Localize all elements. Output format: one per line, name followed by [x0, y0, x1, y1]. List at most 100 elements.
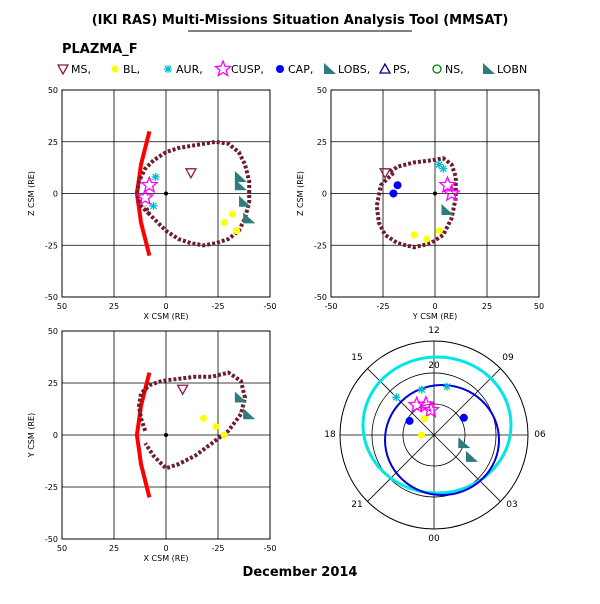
y-tick-label: -25: [45, 241, 58, 250]
polar-spoke: [433, 368, 501, 436]
y-tick-label: -25: [45, 483, 58, 492]
point-lobs: [243, 212, 256, 224]
auroral-oval-cyan: [361, 355, 513, 495]
y-axis-label: Z CSM (RE): [296, 171, 305, 216]
legend-label-ps: PS,: [393, 63, 410, 76]
polar-point-aur: [442, 382, 451, 391]
point-aur: [435, 160, 444, 169]
polar-point-lobs: [458, 437, 471, 449]
point-bl: [410, 231, 418, 239]
point-lobs: [234, 179, 247, 191]
x-axis-label: X CSM (RE): [144, 312, 189, 321]
polar-point-bl: [417, 431, 425, 439]
x-tick-label: 50: [57, 302, 67, 311]
polar-point-lobs: [465, 450, 478, 462]
x-tick-label: -50: [263, 302, 276, 311]
point-lobs: [234, 170, 247, 182]
x-tick-label: -25: [376, 302, 389, 311]
magnetopause-curve: [134, 130, 152, 257]
legend-label-lobs: LOBS,: [338, 63, 370, 76]
point-bl: [229, 210, 237, 218]
polar-point-aur: [417, 385, 426, 394]
legend-label-bl: BL,: [123, 63, 140, 76]
orbit-track: [374, 156, 458, 250]
x-tick-label: 0: [163, 302, 168, 311]
polar-point-cusp: [407, 395, 427, 414]
y-tick-label: 50: [48, 86, 58, 95]
earth-marker: [164, 433, 168, 437]
polar-spoke: [367, 434, 435, 502]
legend-marker-cusp: [213, 59, 233, 77]
y-tick-label: 50: [317, 86, 327, 95]
polar-point-cusp: [421, 400, 440, 419]
point-cusp: [442, 183, 461, 202]
y-tick-label: -50: [45, 535, 58, 544]
figure-title: (IKI RAS) Multi-Missions Situation Analy…: [92, 13, 509, 28]
mission-label: PLAZMA_F: [62, 42, 138, 57]
y-tick-label: 0: [53, 431, 58, 440]
y-tick-label: 50: [48, 327, 58, 336]
legend-marker-ps: [378, 62, 392, 74]
legend-label-aur: AUR,: [176, 63, 203, 76]
footer-date: December 2014: [243, 565, 358, 580]
point-lobs: [239, 195, 252, 207]
orbit-track: [136, 370, 248, 471]
y-axis-label: Y CSM (RE): [27, 413, 36, 458]
polar-tick-label: 09: [502, 353, 514, 363]
y-tick-label: 0: [322, 190, 327, 199]
polar-point-bl: [421, 415, 429, 423]
legend-label-cusp: CUSP,: [231, 63, 264, 76]
legend-label-ms: MS,: [71, 63, 91, 76]
x-tick-label: -25: [211, 544, 224, 553]
legend-marker-aur: [164, 65, 172, 73]
point-ms: [184, 168, 198, 180]
point-bl: [220, 431, 228, 439]
x-tick-label: -25: [211, 302, 224, 311]
polar-point-aur: [392, 393, 401, 402]
polar-tick-label: 00: [428, 534, 440, 544]
point-aur: [439, 164, 448, 173]
point-cusp: [135, 187, 155, 206]
point-cap: [393, 181, 402, 190]
magnetopause-curve: [134, 372, 152, 498]
point-bl: [435, 227, 443, 235]
earth-marker: [164, 191, 168, 196]
orbit-track: [134, 139, 252, 248]
panel-xz: 50 25 0 -25 -50 -50 -25 0 25 50 X CSM (RE) Z CSM (R…: [27, 86, 277, 321]
legend-marker-cap: [276, 65, 284, 73]
polar-tick-label: 21: [351, 500, 362, 510]
y-tick-label: 25: [317, 138, 327, 147]
y-tick-label: 25: [48, 138, 58, 147]
point-aur: [149, 201, 158, 210]
x-tick-label: 0: [432, 302, 437, 311]
legend: MS, BL, AUR, CUSP, CAP, LOBS, PS, NS, LOBN: [56, 59, 527, 77]
y-tick-label: -50: [314, 293, 327, 302]
x-tick-label: 50: [57, 544, 67, 553]
x-tick-label: 25: [109, 544, 119, 553]
polar-tick-label: 18: [324, 430, 336, 440]
polar-point-cap: [405, 416, 414, 425]
point-lobs: [441, 204, 454, 216]
polar-spoke: [433, 434, 501, 502]
y-tick-label: 0: [53, 190, 58, 199]
x-tick-label: -50: [324, 302, 337, 311]
point-cap: [389, 189, 398, 198]
point-bl: [220, 218, 228, 226]
y-tick-label: -25: [314, 241, 327, 250]
y-tick-label: -50: [45, 293, 58, 302]
polar-point-cap: [459, 413, 468, 422]
point-bl: [423, 235, 431, 243]
panel-polar: 12 15 09 18 06 21 03 00 20: [324, 326, 546, 544]
legend-marker-lobn: [483, 63, 495, 74]
cap-boundary-blue: [384, 384, 500, 496]
polar-tick-label: 20: [428, 361, 440, 371]
legend-label-lobn: LOBN: [497, 63, 527, 76]
point-bl: [199, 414, 207, 422]
legend-marker-lobs: [324, 63, 336, 74]
polar-tick-label: 06: [534, 430, 546, 440]
x-axis-label: Y CSM (RE): [412, 312, 457, 321]
x-tick-label: 25: [482, 302, 492, 311]
y-tick-label: 25: [48, 379, 58, 388]
point-bl: [212, 423, 220, 431]
